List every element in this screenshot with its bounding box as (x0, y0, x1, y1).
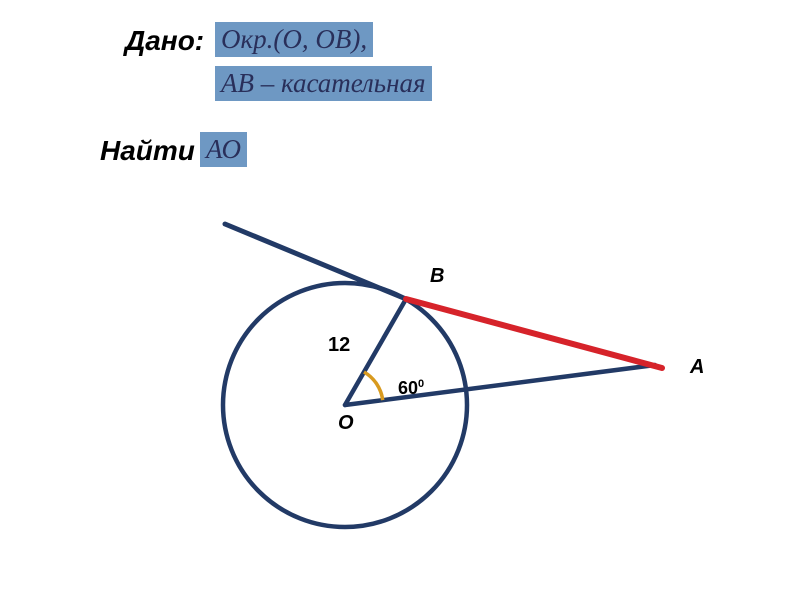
radius-measure: 12 (328, 334, 350, 357)
angle-sup: 0 (418, 378, 424, 390)
line-OB (345, 299, 406, 405)
angle-measure: 600 (398, 378, 424, 399)
point-O-label: O (338, 412, 354, 435)
point-A-label: A (690, 356, 704, 379)
point-B-label: B (430, 265, 444, 288)
line-OA (345, 365, 655, 405)
angle-arc (364, 372, 383, 400)
angle-value: 60 (398, 378, 418, 398)
geometry-diagram (0, 0, 800, 600)
